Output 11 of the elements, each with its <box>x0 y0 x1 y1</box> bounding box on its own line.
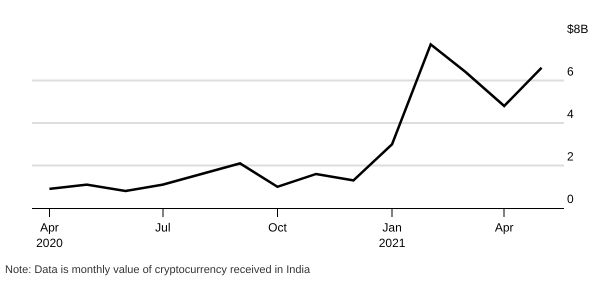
x-tick-label: Apr <box>494 220 514 234</box>
x-tick-label: Apr 2020 <box>36 220 64 250</box>
text: Note: Data is monthly value of cryptocurrency received in India <box>5 264 311 276</box>
y-tick-label: 0 <box>567 192 574 206</box>
x-tick-label: Jul <box>155 220 170 234</box>
y-tick-label: 2 <box>567 150 574 164</box>
x-tick-label: Jan 2021 <box>378 220 406 250</box>
y-tick-label: $8B <box>567 22 588 36</box>
y-tick-label: 4 <box>567 107 574 122</box>
y-tick-label: 6 <box>567 64 574 79</box>
x-tick-label: Oct <box>268 220 288 234</box>
